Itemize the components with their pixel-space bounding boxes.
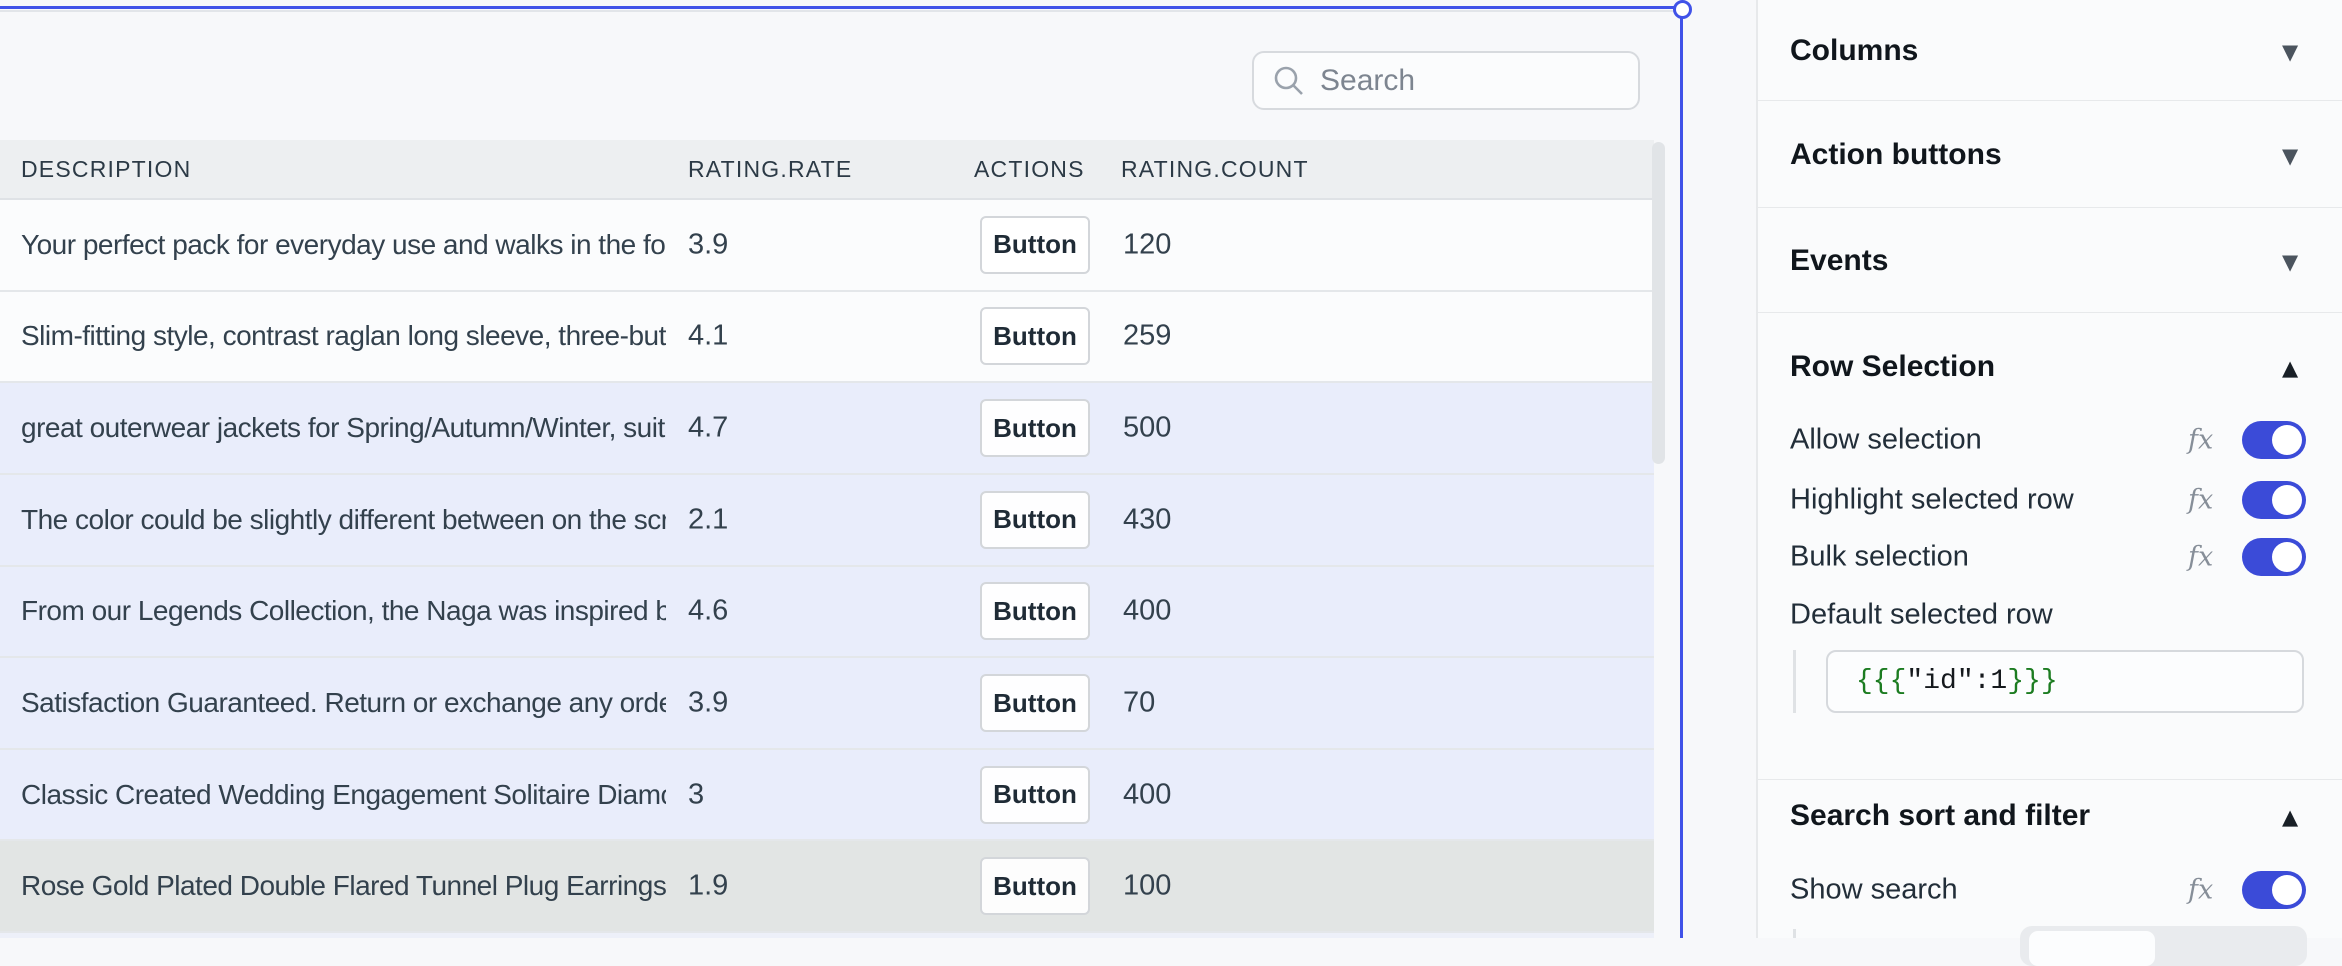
table-row[interactable]: Slim-fitting style, contrast raglan long… [0, 291, 1654, 384]
search-icon [1274, 66, 1303, 95]
fx-icon[interactable]: fx [2188, 874, 2214, 906]
cell-rating-count: 70 [1123, 686, 1156, 719]
segmented-active-option[interactable] [2029, 931, 2155, 966]
cell-description: Satisfaction Guaranteed. Return or excha… [21, 687, 666, 719]
section-divider [1758, 779, 2342, 780]
search-option-segmented-control[interactable] [2020, 926, 2307, 966]
table-row[interactable]: Classic Created Wedding Engagement Solit… [0, 749, 1654, 842]
section-header-action-buttons[interactable]: Action buttons [1790, 138, 2002, 171]
cell-rating-rate: 3.9 [688, 228, 729, 261]
fx-icon[interactable]: fx [2188, 541, 2214, 573]
table-row[interactable]: The color could be slightly different be… [0, 474, 1654, 567]
row-action-button[interactable]: Button [980, 674, 1090, 733]
default-selected-row-label: Default selected row [1790, 598, 2053, 631]
table-row[interactable]: Rose Gold Plated Double Flared Tunnel Pl… [0, 841, 1654, 934]
cell-description: Your perfect pack for everyday use and w… [21, 228, 666, 260]
toggle-knob [2272, 485, 2302, 515]
section-header-events[interactable]: Events [1790, 244, 1889, 277]
cell-description: great outerwear jackets for Spring/Autum… [21, 412, 666, 444]
caret-down-icon[interactable]: ▼ [2282, 250, 2299, 274]
section-divider [1758, 312, 2342, 313]
table-row[interactable]: Satisfaction Guaranteed. Return or excha… [0, 658, 1654, 750]
cell-description: Slim-fitting style, contrast raglan long… [21, 320, 666, 352]
table-body: Your perfect pack for everyday use and w… [0, 200, 1654, 934]
cell-rating-count: 259 [1123, 319, 1172, 352]
bulk-selection-label: Bulk selection [1790, 540, 1969, 573]
cell-rating-rate: 4.7 [688, 411, 729, 444]
inspector-panel: Columns ▼ Action buttons ▼ Events ▼ Row … [1756, 0, 2342, 966]
cell-description: Rose Gold Plated Double Flared Tunnel Pl… [21, 870, 666, 902]
cell-rating-count: 120 [1123, 228, 1172, 261]
code-braces-open: {{{ [1856, 666, 1907, 697]
cell-description: The color could be slightly different be… [21, 503, 666, 535]
cell-rating-count: 430 [1123, 503, 1172, 536]
toggle-knob [2272, 875, 2302, 905]
default-selected-row-input[interactable]: {{{"id":1}}} [1826, 650, 2304, 713]
partial-next-row [0, 933, 1654, 939]
allow-selection-toggle[interactable] [2242, 421, 2306, 459]
indent-guide [1793, 929, 1796, 938]
indent-guide [1793, 650, 1796, 713]
cell-rating-rate: 3.9 [688, 686, 729, 719]
show-search-toggle[interactable] [2242, 871, 2306, 909]
fx-icon[interactable]: fx [2188, 484, 2214, 516]
selection-outline-right [1680, 6, 1683, 938]
cell-rating-rate: 4.6 [688, 594, 729, 627]
allow-selection-label: Allow selection [1790, 423, 1982, 456]
section-header-search-sort-filter[interactable]: Search sort and filter [1790, 799, 2091, 832]
table-scrollbar-thumb[interactable] [1652, 142, 1665, 464]
data-table: DESCRIPTION RATING.RATE ACTIONS RATING.C… [0, 140, 1654, 939]
table-row[interactable]: From our Legends Collection, the Naga wa… [0, 566, 1654, 659]
cell-rating-rate: 3 [688, 778, 705, 811]
table-search-input[interactable]: Search [1252, 51, 1640, 110]
column-header-rating-count[interactable]: RATING.COUNT [1121, 155, 1309, 182]
table-row[interactable]: Your perfect pack for everyday use and w… [0, 200, 1654, 292]
table-header-row: DESCRIPTION RATING.RATE ACTIONS RATING.C… [0, 140, 1654, 200]
cell-rating-count: 100 [1123, 869, 1172, 902]
code-braces-close: }}} [2007, 666, 2058, 697]
highlight-selected-row-toggle[interactable] [2242, 481, 2306, 519]
cell-rating-count: 500 [1123, 411, 1172, 444]
column-header-description[interactable]: DESCRIPTION [21, 155, 192, 182]
caret-up-icon[interactable]: ▲ [2282, 356, 2299, 380]
row-action-button[interactable]: Button [980, 399, 1090, 458]
cell-rating-count: 400 [1123, 594, 1172, 627]
row-action-button[interactable]: Button [980, 857, 1090, 916]
caret-down-icon[interactable]: ▼ [2282, 144, 2299, 168]
row-action-button[interactable]: Button [980, 582, 1090, 641]
selection-resize-handle[interactable] [1673, 0, 1692, 19]
cell-rating-rate: 2.1 [688, 503, 729, 536]
caret-up-icon[interactable]: ▲ [2282, 805, 2299, 829]
cell-description: Classic Created Wedding Engagement Solit… [21, 778, 666, 810]
search-placeholder: Search [1320, 63, 1416, 97]
highlight-selected-row-label: Highlight selected row [1790, 483, 2074, 516]
code-inner: "id":1 [1906, 666, 2008, 697]
toggle-knob [2272, 425, 2302, 455]
section-divider [1758, 100, 2342, 101]
section-header-columns[interactable]: Columns [1790, 34, 1919, 67]
fx-icon[interactable]: fx [2188, 424, 2214, 456]
show-search-label: Show search [1790, 873, 1958, 906]
selection-outline-top [0, 6, 1681, 9]
column-header-rating-rate[interactable]: RATING.RATE [688, 155, 853, 182]
cell-rating-rate: 1.9 [688, 869, 729, 902]
bulk-selection-toggle[interactable] [2242, 538, 2306, 576]
section-header-row-selection[interactable]: Row Selection [1790, 350, 1996, 383]
row-action-button[interactable]: Button [980, 215, 1090, 274]
toggle-knob [2272, 542, 2302, 572]
row-action-button[interactable]: Button [980, 765, 1090, 824]
section-divider [1758, 207, 2342, 208]
row-action-button[interactable]: Button [980, 307, 1090, 366]
cell-rating-rate: 4.1 [688, 319, 729, 352]
caret-down-icon[interactable]: ▼ [2282, 40, 2299, 64]
table-component-top-edge [0, 10, 1680, 12]
column-header-actions[interactable]: ACTIONS [974, 155, 1085, 182]
cell-description: From our Legends Collection, the Naga wa… [21, 595, 666, 627]
cell-rating-count: 400 [1123, 778, 1172, 811]
table-row[interactable]: great outerwear jackets for Spring/Autum… [0, 383, 1654, 475]
row-action-button[interactable]: Button [980, 490, 1090, 549]
